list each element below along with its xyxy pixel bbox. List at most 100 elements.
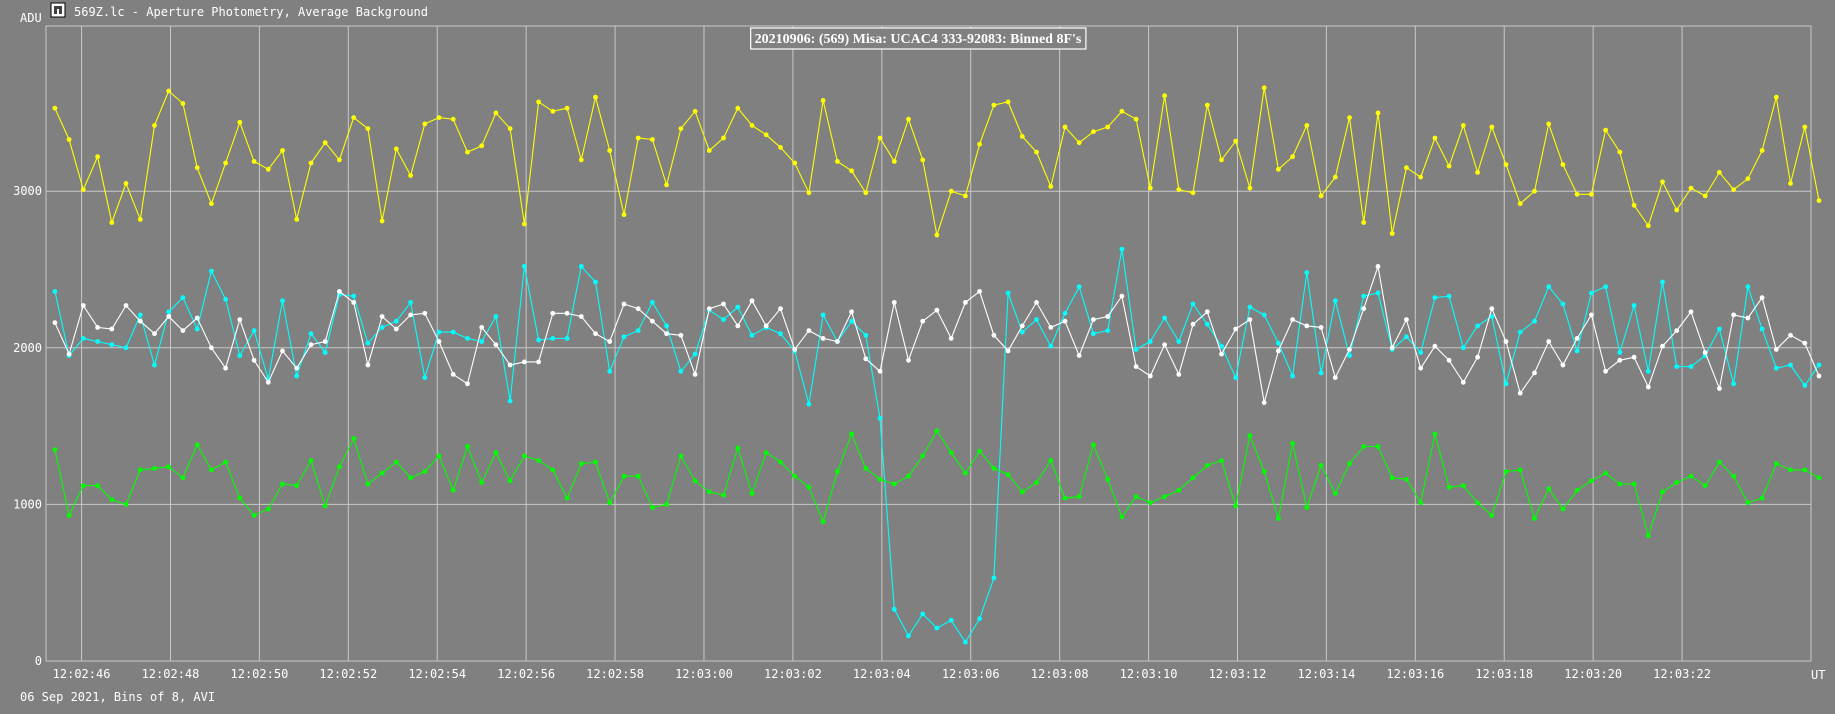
- data-point: [194, 442, 200, 448]
- data-point: [934, 232, 940, 238]
- data-point: [1773, 365, 1779, 371]
- data-point: [1517, 329, 1523, 335]
- data-point: [507, 398, 513, 404]
- data-point: [1574, 336, 1580, 341]
- data-point: [152, 362, 157, 368]
- data-point: [322, 339, 328, 344]
- data-point: [1460, 483, 1466, 488]
- data-point: [1019, 134, 1025, 139]
- data-point: [578, 157, 584, 163]
- data-point: [465, 149, 470, 155]
- data-point: [877, 135, 883, 141]
- data-point: [1788, 467, 1793, 473]
- data-point: [1404, 334, 1409, 340]
- window-title: 569Z.lc - Aperture Photometry, Average B…: [74, 5, 428, 19]
- data-point: [1731, 187, 1736, 193]
- data-point: [422, 469, 428, 474]
- data-point: [95, 339, 100, 344]
- data-point: [991, 575, 997, 581]
- data-point: [1589, 191, 1594, 197]
- data-point: [166, 464, 172, 470]
- data-point: [564, 495, 570, 501]
- data-point: [436, 329, 442, 335]
- data-point: [1119, 108, 1125, 114]
- data-point: [80, 336, 86, 341]
- data-point: [721, 135, 726, 141]
- data-point: [1361, 220, 1367, 225]
- data-point: [763, 323, 769, 329]
- data-point: [621, 301, 627, 307]
- data-point: [351, 115, 357, 120]
- data-point: [1190, 301, 1196, 307]
- data-point: [920, 157, 926, 163]
- data-point: [1418, 500, 1424, 506]
- data-point: [1773, 347, 1779, 352]
- data-point: [1674, 207, 1680, 213]
- data-point: [1475, 170, 1480, 175]
- data-point: [621, 473, 627, 479]
- data-point: [237, 353, 243, 358]
- data-point: [1802, 467, 1808, 473]
- data-point: [1432, 295, 1438, 301]
- data-point: [322, 503, 328, 509]
- data-point: [863, 466, 869, 471]
- data-point: [1190, 190, 1196, 196]
- data-point: [877, 476, 883, 482]
- data-point: [778, 306, 783, 312]
- data-point: [578, 461, 584, 467]
- data-point: [1788, 362, 1793, 368]
- data-point: [479, 325, 485, 330]
- data-point: [95, 154, 100, 160]
- data-point: [1005, 472, 1011, 477]
- data-point: [1176, 487, 1182, 493]
- data-point: [265, 379, 271, 385]
- data-point: [1147, 339, 1153, 344]
- data-point: [379, 218, 385, 224]
- y-tick-label: 3000: [13, 184, 42, 198]
- data-point: [393, 146, 399, 152]
- data-point: [237, 317, 243, 322]
- data-point: [450, 372, 456, 377]
- x-tick-label: 12:03:18: [1475, 667, 1533, 681]
- data-point: [507, 126, 513, 131]
- data-point: [763, 450, 769, 456]
- data-point: [80, 303, 86, 308]
- data-point: [849, 318, 854, 324]
- series-4: [52, 428, 1822, 539]
- data-point: [337, 464, 342, 470]
- data-point: [1204, 462, 1210, 468]
- data-point: [1731, 381, 1736, 387]
- data-point: [280, 148, 285, 153]
- data-point: [1759, 326, 1765, 332]
- data-point: [963, 639, 968, 645]
- data-point: [52, 447, 58, 452]
- data-point: [123, 502, 129, 507]
- data-point: [393, 459, 399, 465]
- data-point: [735, 304, 741, 310]
- data-point: [1304, 323, 1310, 329]
- data-point: [1375, 444, 1381, 449]
- data-point: [308, 458, 314, 463]
- data-point: [251, 513, 257, 518]
- data-point: [1034, 317, 1039, 322]
- data-point: [109, 497, 115, 503]
- data-point: [593, 279, 598, 285]
- data-point: [664, 323, 669, 329]
- data-point: [877, 415, 883, 421]
- data-point: [607, 339, 613, 344]
- data-point: [692, 351, 698, 357]
- data-point: [1347, 461, 1352, 467]
- data-point: [1389, 231, 1395, 236]
- x-tick-labels: 12:02:46 12:02:48 12:02:50 12:02:52 12:02:54…: [53, 667, 1711, 681]
- data-point: [109, 220, 115, 225]
- data-point: [1446, 293, 1452, 299]
- data-point: [1645, 384, 1651, 390]
- data-point: [650, 137, 655, 142]
- data-point: [1019, 329, 1025, 335]
- data-point: [294, 365, 300, 371]
- data-point: [778, 145, 783, 150]
- data-point: [1404, 476, 1409, 482]
- data-point: [906, 116, 911, 122]
- data-point: [792, 347, 798, 352]
- data-point: [820, 519, 826, 524]
